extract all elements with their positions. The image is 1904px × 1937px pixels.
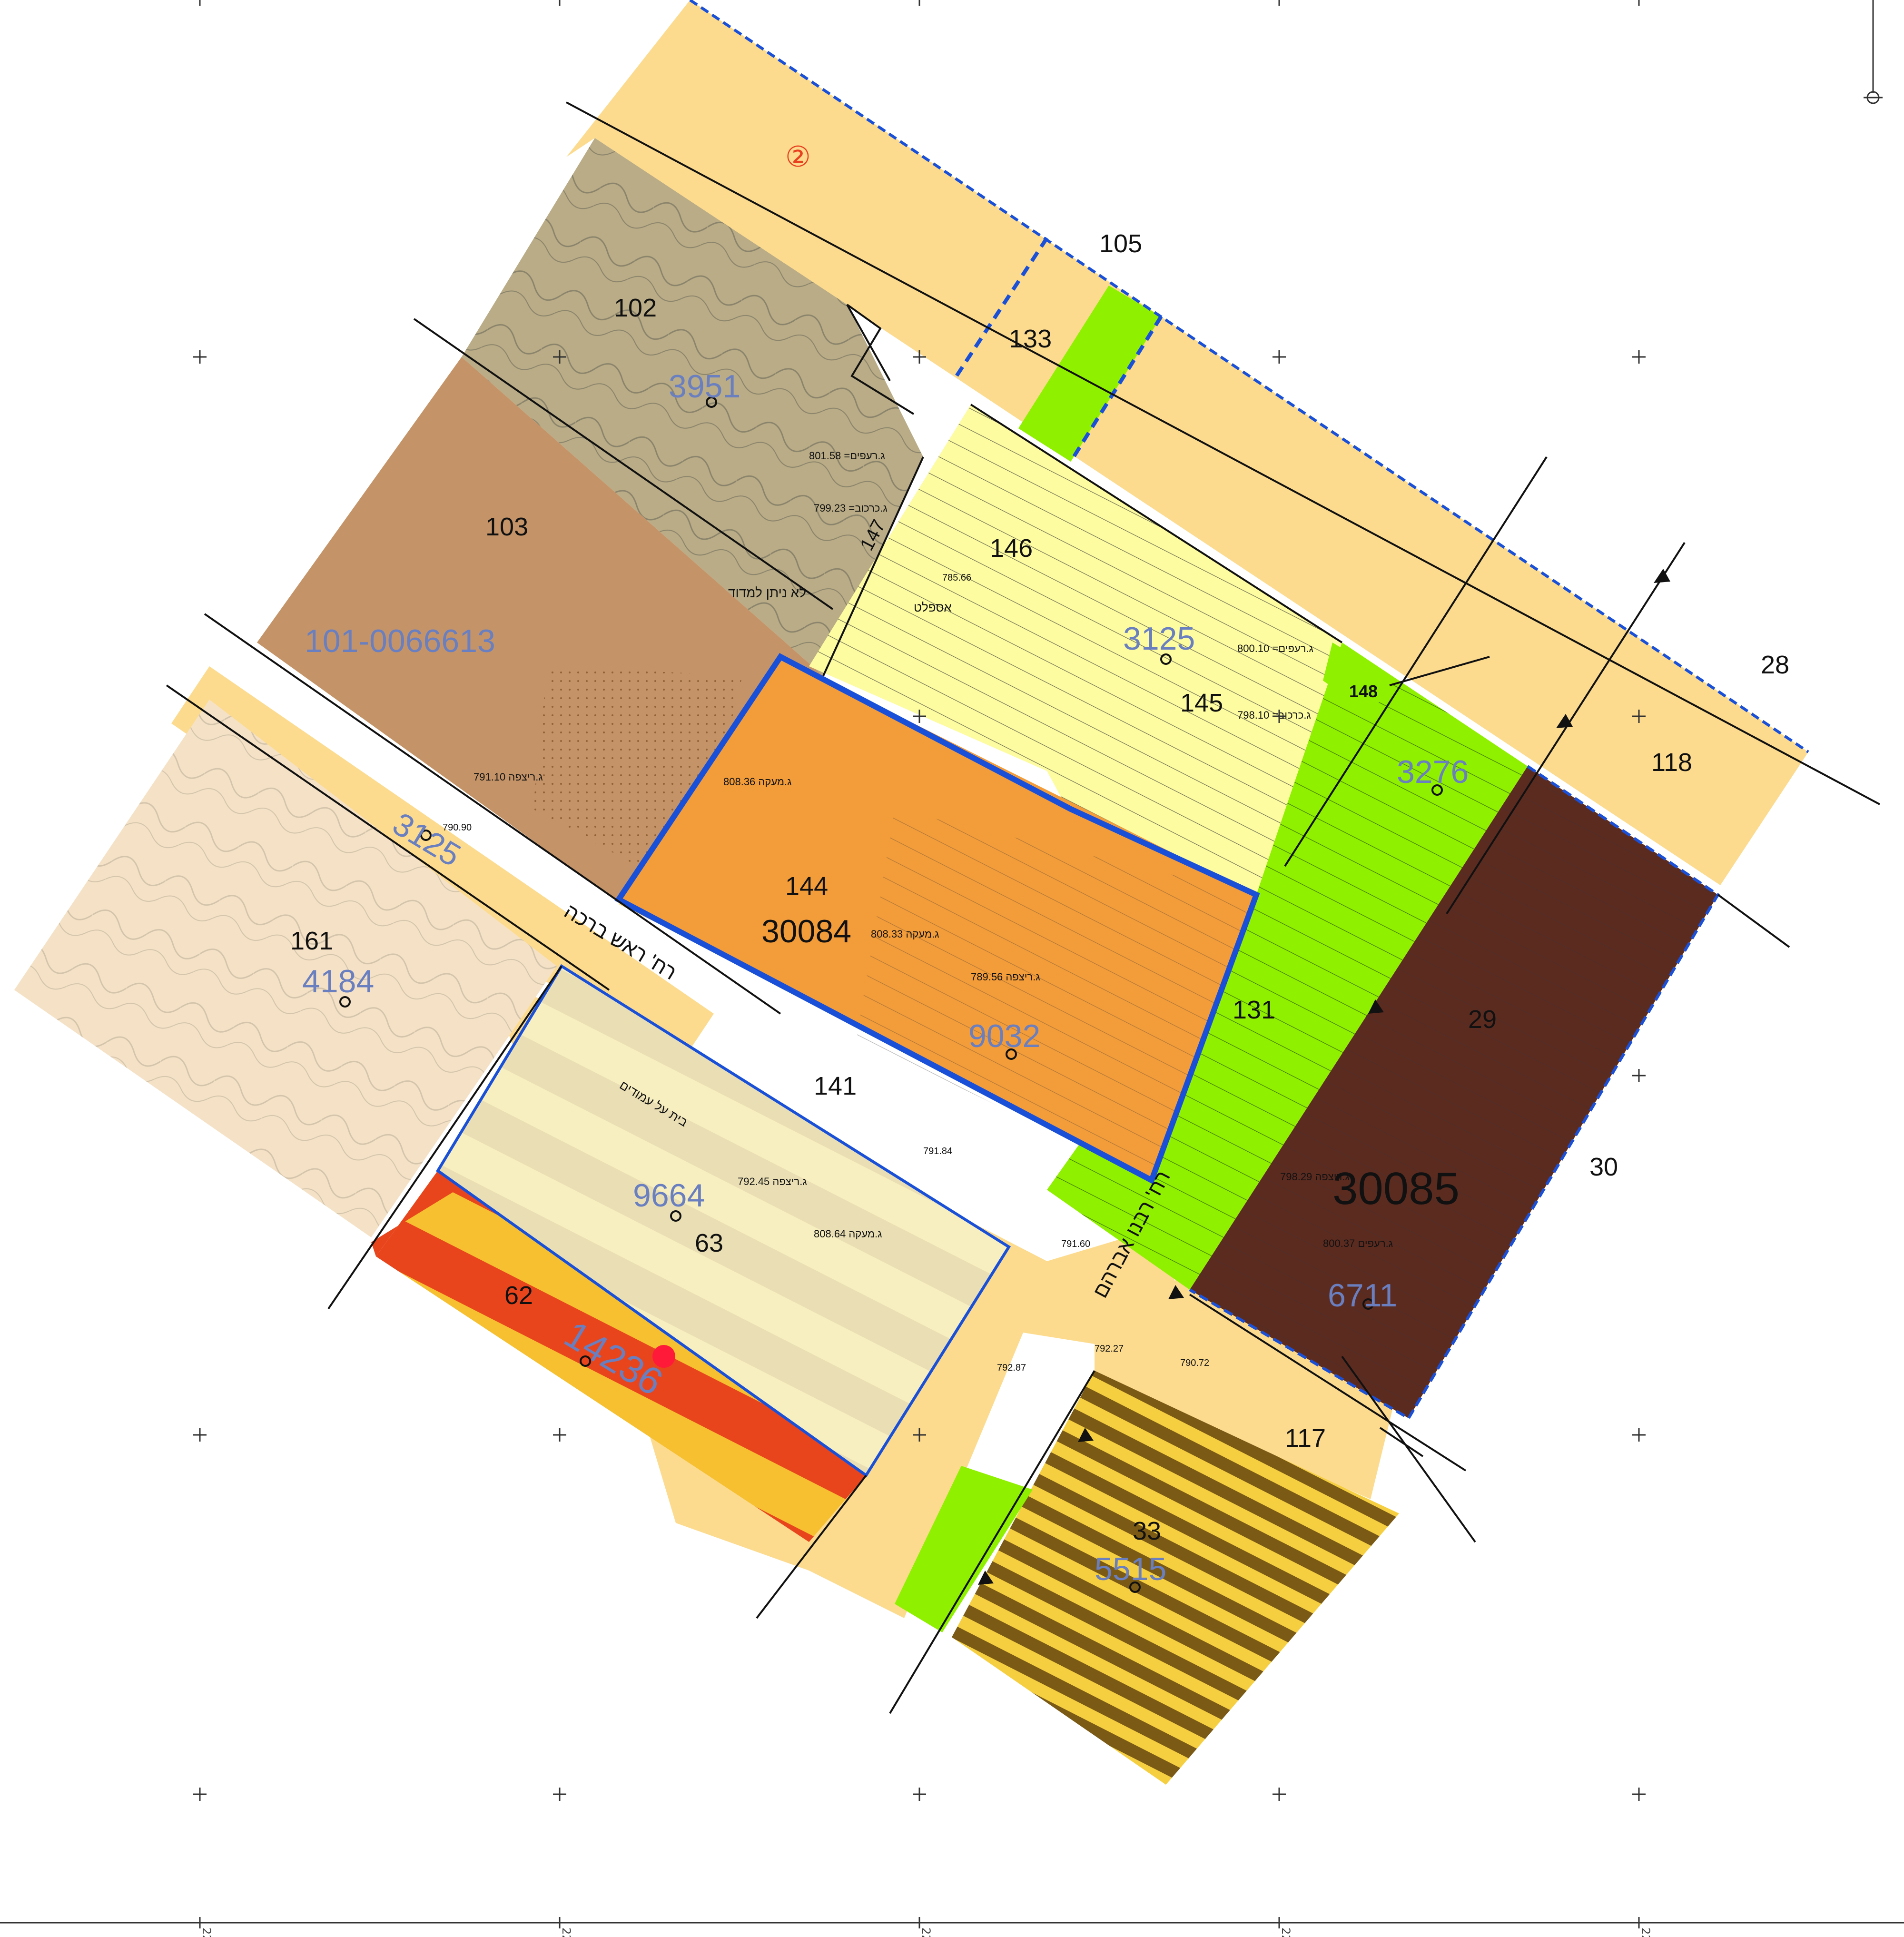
red-dot-marker <box>652 1345 675 1368</box>
plan-boundary-dashed-133b <box>1069 315 1163 463</box>
note-no-measure: לא ניתן למדוד <box>728 585 806 600</box>
note-floor-3: ג.ריצפה 789.56 <box>971 971 1040 983</box>
parcel-62-tail <box>371 1171 457 1256</box>
parcel-30085-hatch <box>1190 766 1718 1418</box>
level-79072: 790.72 <box>1180 1358 1209 1368</box>
parcel-label-146: 146 <box>990 534 1033 563</box>
block-label-3125a: 3125 <box>1123 621 1195 657</box>
block-centroids <box>339 396 1443 1593</box>
parcel-label-30084: 30084 <box>761 913 851 949</box>
road-north <box>566 0 1808 885</box>
circled-marker: ② <box>785 140 811 174</box>
note-floor-4: ג.ריצפה 798.29 <box>1280 1171 1350 1183</box>
plan-boundary <box>435 0 1809 1478</box>
level-79160: 791.60 <box>1061 1239 1090 1249</box>
parcel-label-141: 141 <box>814 1072 857 1100</box>
note-rooftops-3: ג.רעפים 800.37 <box>1323 1237 1393 1249</box>
parcel-label-103: 103 <box>485 513 528 541</box>
note-rise-2: ג.מעקה 808.33 <box>871 928 939 940</box>
block-label-3951: 3951 <box>669 368 740 405</box>
parcel-label-161: 161 <box>290 927 333 955</box>
grid-crosses <box>193 350 1646 1801</box>
note-floor-2: ג.ריצפה 792.45 <box>738 1176 807 1187</box>
plan-boundary-30085 <box>1189 765 1720 1421</box>
grid-tick-label-1: 22 77 <box>200 1927 213 1937</box>
parcel-144-hatch <box>857 809 1256 1180</box>
note-roof-1: ג.כרכוב= 799.23 <box>814 502 888 514</box>
level-79227: 792.27 <box>1095 1344 1124 1354</box>
parcel-161-topo <box>14 700 557 1237</box>
level-79184: 791.84 <box>923 1146 952 1156</box>
block-label-6711: 6711 <box>1328 1277 1397 1314</box>
level-78566: 785.66 <box>942 573 971 583</box>
parcel-133-green <box>1018 286 1161 462</box>
parcel-label-144: 144 <box>785 872 828 900</box>
plan-boundary-dashed-133 <box>955 237 1049 377</box>
parcel-label-131: 131 <box>1233 996 1275 1024</box>
level-79287: 792.87 <box>997 1363 1026 1373</box>
parcel-label-102: 102 <box>614 294 657 322</box>
parcel-33 <box>952 1371 1399 1785</box>
note-rooftops-2: ג.רעפים= 800.10 <box>1237 642 1313 654</box>
grid-coordinate-labels: 22 77 22 80 22 82 22 85 22 87 <box>200 1927 1652 1937</box>
cadastral-lines <box>166 101 1880 1714</box>
block-label-3276: 3276 <box>1397 754 1469 790</box>
parcel-102-topo <box>462 138 923 676</box>
parcel-label-117: 117 <box>1285 1424 1326 1453</box>
parcel-label-105: 105 <box>1099 229 1142 258</box>
block-label-101: 101-0066613 <box>305 623 495 659</box>
block-label-9664: 9664 <box>633 1177 705 1214</box>
parcel-label-148: 148 <box>1349 682 1378 701</box>
north-arrows <box>978 569 1670 1585</box>
parcel-label-62: 62 <box>504 1281 533 1310</box>
block-label-9032: 9032 <box>968 1018 1040 1054</box>
block-label-4184: 4184 <box>302 963 374 999</box>
grid-tick-label-3: 22 82 <box>919 1927 933 1937</box>
parcel-145-hatch <box>809 405 1390 895</box>
plan-boundary-dashed-north <box>689 0 1809 753</box>
parcel-label-29: 29 <box>1468 1005 1497 1034</box>
block-number-labels: 3951 101-0066613 3125 3125 3276 4184 903… <box>302 368 1469 1587</box>
parcel-label-63: 63 <box>695 1229 723 1257</box>
parcel-label-30: 30 <box>1589 1153 1618 1181</box>
note-asphalt: אספלט <box>914 600 952 614</box>
note-roof-2: ג.כרכוב= 798.10 <box>1237 709 1311 721</box>
parcel-label-145: 145 <box>1180 689 1223 717</box>
parcel-62 <box>376 1171 866 1542</box>
parcel-green-148 <box>1323 642 1394 714</box>
grid-tick-label-5: 22 87 <box>1639 1927 1652 1937</box>
note-rooftops-1: ג.רעפים= 801.58 <box>809 450 885 462</box>
note-rise-3: ג.מעקה 808.64 <box>814 1228 882 1240</box>
circled-two-label: ② <box>785 140 811 174</box>
level-79090: 790.90 <box>443 822 472 833</box>
note-floor-1: ג.ריצפה 791.10 <box>474 771 543 783</box>
grid-tick-label-2: 22 80 <box>560 1927 573 1937</box>
parcel-label-118: 118 <box>1651 748 1692 777</box>
parcel-green-south <box>895 1466 1033 1632</box>
block-label-5515: 5515 <box>1095 1551 1166 1587</box>
parcel-label-30085: 30085 <box>1332 1163 1460 1214</box>
note-rise-1: ג.מעקה 808.36 <box>723 776 791 788</box>
parcel-label-133: 133 <box>1009 325 1052 353</box>
grid-tick-label-4: 22 85 <box>1279 1927 1292 1937</box>
parcel-label-28: 28 <box>1761 651 1789 679</box>
plan-boundary-main <box>614 653 1260 1185</box>
parcel-label-33: 33 <box>1133 1517 1161 1545</box>
parcels <box>14 138 1718 1785</box>
parcel-63 <box>438 966 1009 1475</box>
